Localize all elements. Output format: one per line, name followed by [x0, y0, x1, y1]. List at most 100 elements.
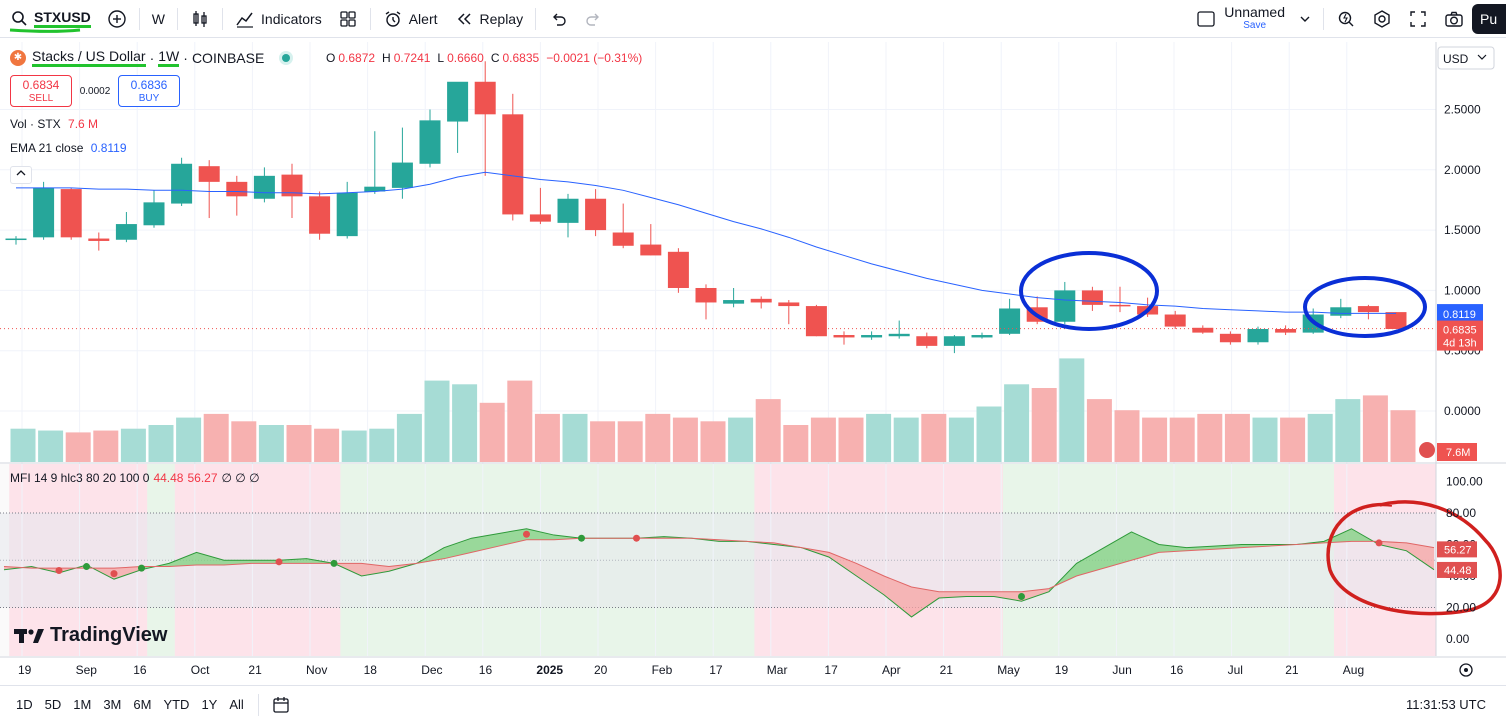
- range-button-3m[interactable]: 3M: [103, 697, 122, 712]
- alert-button[interactable]: Alert: [375, 0, 446, 38]
- divider: [1323, 8, 1324, 30]
- mfi-cross-dot: [110, 570, 118, 578]
- undo-button[interactable]: [540, 0, 576, 38]
- range-button-1m[interactable]: 1M: [73, 697, 92, 712]
- chevron-up-icon: [16, 170, 26, 176]
- time-axis-label: 16: [1170, 663, 1184, 677]
- time-axis-label: Aug: [1343, 663, 1364, 677]
- volume-bar: [1280, 417, 1306, 462]
- ema-line: [16, 171, 1396, 314]
- legend-sep: ·: [183, 49, 188, 66]
- volume-bar: [1224, 413, 1250, 462]
- range-button-all[interactable]: All: [229, 697, 244, 712]
- mfi-value-1: 44.48: [153, 471, 184, 485]
- close-label: C: [490, 51, 500, 65]
- candle-body: [916, 336, 938, 346]
- mfi-cloud-segment: [471, 533, 499, 553]
- range-button-5d[interactable]: 5D: [44, 697, 62, 712]
- symbol-name[interactable]: STXUSD: [34, 9, 91, 28]
- candle-body: [1192, 327, 1214, 333]
- layouts-button[interactable]: [330, 0, 366, 38]
- grid-icon: [340, 10, 356, 27]
- time-axis-label: Apr: [882, 663, 901, 677]
- divider: [535, 7, 537, 30]
- legend-title: Stacks / US Dollar: [32, 48, 146, 67]
- top-toolbar: STXUSD W Indicators Alert Replay Unnamed…: [0, 0, 1506, 38]
- fullscreen-button[interactable]: [1400, 0, 1436, 38]
- candle-body: [1275, 328, 1297, 333]
- layout-menu-button[interactable]: [1291, 0, 1319, 38]
- low-value: 0.6660: [447, 51, 484, 65]
- candle-body: [1109, 304, 1131, 307]
- sell-button[interactable]: 0.6834 SELL: [10, 75, 72, 107]
- ema-badge: 0.8119: [1443, 309, 1476, 321]
- candle-body: [1054, 290, 1076, 322]
- buy-button[interactable]: 0.6836 BUY: [118, 75, 180, 107]
- mfi-cross-dot: [1018, 592, 1025, 600]
- candle-body: [5, 238, 27, 241]
- volume-bar: [645, 413, 671, 462]
- volume-bar: [258, 425, 284, 462]
- open-label: O: [326, 51, 336, 65]
- volume-legend[interactable]: Vol · STX 7.6 M: [10, 117, 98, 131]
- snapshot-button[interactable]: [1436, 0, 1472, 38]
- time-axis-label: 19: [18, 663, 32, 677]
- mfi-cross-dot: [138, 564, 145, 572]
- mfi-value-2: 56.27: [187, 471, 218, 485]
- plus-circle-icon: [108, 9, 126, 28]
- candle-body: [750, 298, 772, 303]
- alarm-clock-icon: [385, 10, 401, 27]
- candle-body: [419, 120, 441, 164]
- interval-button[interactable]: W: [151, 10, 166, 27]
- time-axis-label: 21: [248, 663, 262, 677]
- price-chart[interactable]: 2.50002.00001.50001.00000.50000.0000100.…: [0, 0, 1506, 685]
- tradingview-logo-icon: [14, 628, 44, 643]
- range-button-6m[interactable]: 6M: [133, 697, 152, 712]
- redo-button[interactable]: [576, 0, 612, 38]
- mfi-legend[interactable]: MFI 14 9 hlc3 80 20 100 0 44.48 56.27 ∅ …: [10, 471, 260, 485]
- settings-button[interactable]: [1364, 0, 1400, 38]
- mfi-cloud-segment: [829, 552, 857, 576]
- mfi-cloud-segment: [1186, 546, 1214, 551]
- candle-body: [226, 181, 248, 197]
- candle-body: [612, 232, 634, 246]
- range-button-1y[interactable]: 1Y: [201, 697, 218, 712]
- range-button-1d[interactable]: 1D: [16, 697, 33, 712]
- quick-search-button[interactable]: [1328, 0, 1364, 38]
- currency-select[interactable]: [1437, 46, 1495, 70]
- sell-price: 0.6834: [22, 78, 60, 92]
- candle-body: [943, 336, 965, 346]
- candle-body: [115, 224, 137, 240]
- axis-settings-icon[interactable]: [1459, 663, 1473, 677]
- range-button-ytd[interactable]: YTD: [163, 697, 190, 712]
- ema-legend[interactable]: EMA 21 close 0.8119: [10, 141, 127, 155]
- volume-bar: [783, 425, 809, 462]
- lightning-search-icon: [1338, 11, 1354, 27]
- mfi-scale-label: 80.00: [1446, 506, 1476, 520]
- publish-button[interactable]: Pu: [1472, 4, 1506, 34]
- candle-body: [667, 251, 689, 288]
- collapse-legend-button[interactable]: [10, 166, 32, 184]
- rewind-icon: [457, 12, 471, 25]
- layout-select-checkbox[interactable]: [1188, 0, 1224, 38]
- mfi-cloud-segment: [114, 566, 142, 580]
- mfi-cloud-segment: [361, 563, 389, 576]
- indicators-button[interactable]: Indicators: [227, 0, 330, 38]
- indicators-icon: [236, 12, 254, 28]
- compare-button[interactable]: [99, 0, 135, 38]
- high-value: 0.7241: [393, 51, 431, 65]
- save-label[interactable]: Save: [1243, 20, 1267, 31]
- volume-bar: [921, 413, 947, 462]
- mfi-cloud-segment: [966, 591, 994, 597]
- tradingview-logo[interactable]: TradingView: [14, 624, 167, 647]
- symbol-search[interactable]: STXUSD: [0, 0, 99, 38]
- change-value: −0.0021 (−0.31%): [546, 51, 643, 65]
- volume-bar: [534, 413, 560, 462]
- layout-name[interactable]: Unnamed Save: [1224, 5, 1285, 32]
- utc-clock[interactable]: 11:31:53 UTC: [1406, 697, 1486, 712]
- symbol-legend[interactable]: ✱ Stacks / US Dollar · 1W · COINBASE: [10, 48, 291, 67]
- chart-type-button[interactable]: [182, 0, 218, 38]
- goto-date-button[interactable]: [263, 686, 299, 724]
- replay-button[interactable]: Replay: [446, 0, 532, 38]
- candle-body: [171, 163, 193, 204]
